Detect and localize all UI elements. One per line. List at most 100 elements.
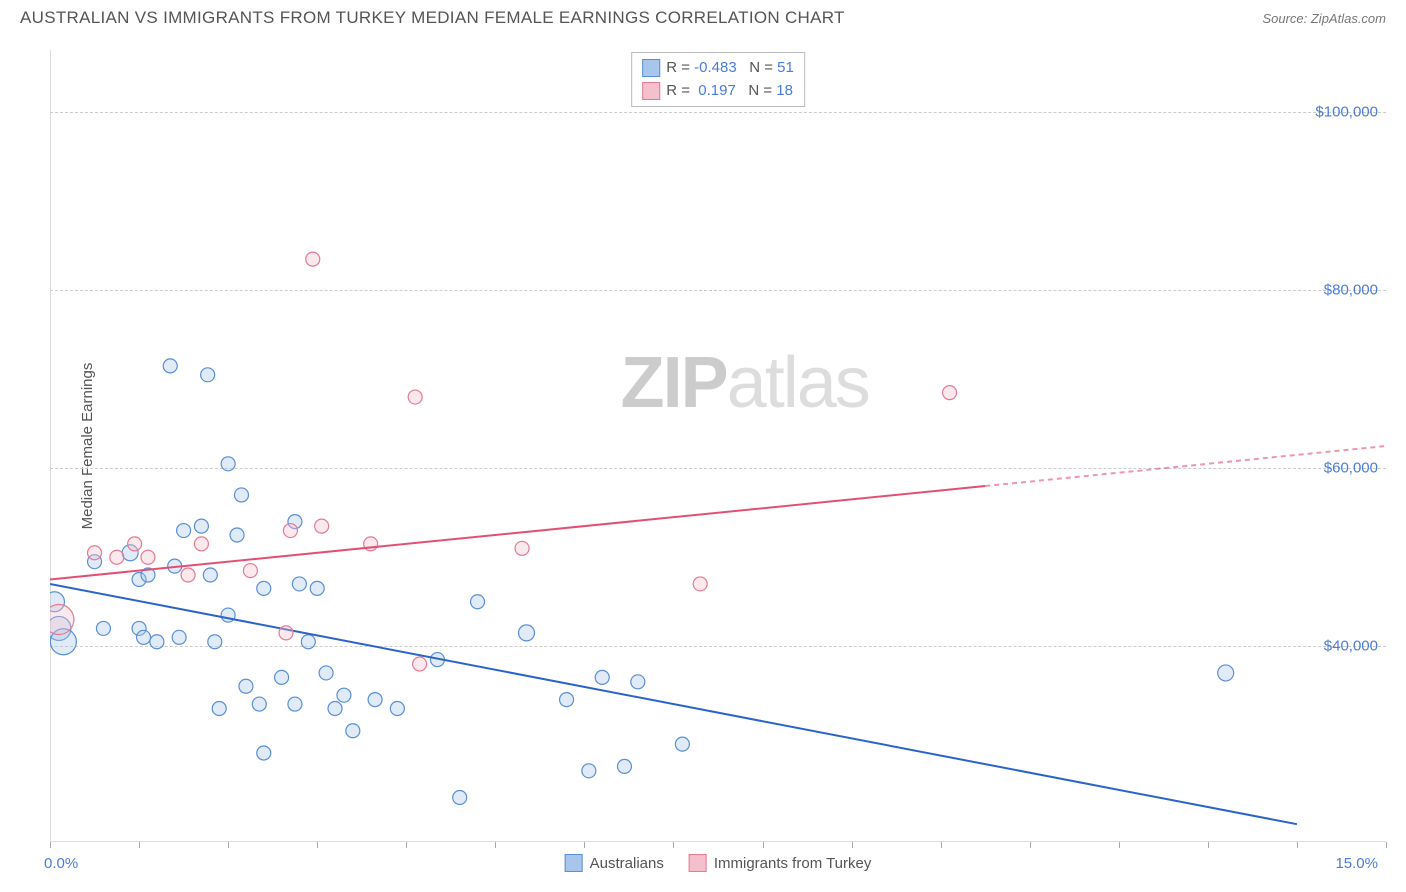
x-tick [673,842,674,848]
chart-container: R = -0.483 N = 51 R = 0.197 N = 18 ZIPat… [50,50,1386,842]
x-tick [1208,842,1209,848]
scatter-svg [50,50,1386,842]
data-point [163,359,177,373]
data-point [252,697,266,711]
data-point [310,581,324,595]
x-tick [1030,842,1031,848]
plot-area: $40,000$60,000$80,000$100,000 [50,50,1386,842]
legend-row-turkey: R = 0.197 N = 18 [642,80,794,103]
data-point [208,635,222,649]
data-point [413,657,427,671]
legend-label-australians: Australians [590,855,664,872]
data-point [201,368,215,382]
x-tick [228,842,229,848]
data-point [328,702,342,716]
data-point [257,746,271,760]
data-point [1218,665,1234,681]
data-point [408,390,422,404]
data-point [471,595,485,609]
data-point [234,488,248,502]
data-point [239,679,253,693]
data-point [181,568,195,582]
n-value-turkey: 18 [776,82,793,99]
data-point [617,759,631,773]
swatch-australians-icon [565,854,583,872]
data-point [315,519,329,533]
x-tick [495,842,496,848]
x-tick [50,842,51,848]
x-tick [1297,842,1298,848]
data-point [177,524,191,538]
data-point [137,630,151,644]
chart-header: AUSTRALIAN VS IMMIGRANTS FROM TURKEY MED… [0,0,1406,32]
data-point [212,702,226,716]
data-point [301,635,315,649]
data-point [194,537,208,551]
data-point [230,528,244,542]
chart-title: AUSTRALIAN VS IMMIGRANTS FROM TURKEY MED… [20,8,845,28]
x-tick [852,842,853,848]
data-point [150,635,164,649]
data-point [675,737,689,751]
x-tick [941,842,942,848]
legend-item-turkey: Immigrants from Turkey [689,854,872,872]
data-point [390,702,404,716]
data-point [275,670,289,684]
source-link[interactable]: ZipAtlas.com [1311,11,1386,26]
source-prefix: Source: [1262,11,1310,26]
data-point [243,564,257,578]
x-tick [763,842,764,848]
data-point [279,626,293,640]
legend-item-australians: Australians [565,854,664,872]
data-point [595,670,609,684]
data-point [346,724,360,738]
n-value-australians: 51 [777,59,794,76]
series-legend: Australians Immigrants from Turkey [565,854,872,872]
r-value-turkey: 0.197 [694,82,736,99]
data-point [519,625,535,641]
x-axis-min-label: 0.0% [44,855,78,872]
data-point [319,666,333,680]
swatch-turkey [642,82,660,100]
legend-label-turkey: Immigrants from Turkey [714,855,872,872]
correlation-legend: R = -0.483 N = 51 R = 0.197 N = 18 [631,52,805,107]
data-point [283,524,297,538]
data-point [306,252,320,266]
data-point [110,550,124,564]
data-point [337,688,351,702]
x-tick [406,842,407,848]
data-point [96,621,110,635]
legend-row-australians: R = -0.483 N = 51 [642,57,794,80]
data-point [368,693,382,707]
data-point [560,693,574,707]
data-point [582,764,596,778]
data-point [257,581,271,595]
x-tick [1119,842,1120,848]
swatch-turkey-icon [689,854,707,872]
data-point [292,577,306,591]
x-tick [584,842,585,848]
trend-line [50,584,1297,824]
x-tick [317,842,318,848]
x-tick [1386,842,1387,848]
x-axis-max-label: 15.0% [1335,855,1378,872]
data-point [203,568,217,582]
data-point [631,675,645,689]
swatch-australians [642,59,660,77]
data-point [943,386,957,400]
data-point [128,537,142,551]
data-point [288,697,302,711]
data-point [194,519,208,533]
data-point [453,791,467,805]
data-point [88,546,102,560]
data-point [141,550,155,564]
data-point [221,457,235,471]
source-attribution: Source: ZipAtlas.com [1262,11,1386,26]
r-value-australians: -0.483 [694,59,737,76]
data-point [50,605,74,635]
data-point [515,541,529,555]
data-point [172,630,186,644]
trend-line-extrapolated [985,446,1386,486]
x-tick [139,842,140,848]
data-point [693,577,707,591]
